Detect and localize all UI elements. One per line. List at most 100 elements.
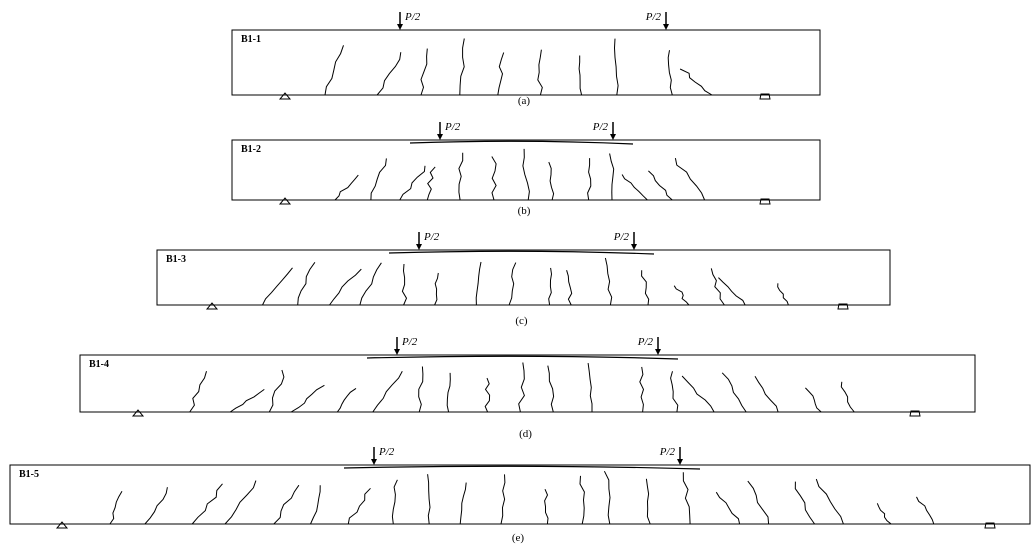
pin-support bbox=[57, 522, 67, 528]
load-label: P/2 bbox=[659, 446, 676, 458]
crack bbox=[588, 158, 591, 200]
crack bbox=[498, 53, 504, 96]
crack bbox=[298, 262, 315, 305]
crack bbox=[605, 258, 611, 305]
crack bbox=[711, 268, 724, 305]
caption: (e) bbox=[512, 532, 525, 544]
crack bbox=[476, 262, 481, 305]
crack bbox=[509, 263, 516, 305]
crack bbox=[419, 367, 423, 413]
caption: (d) bbox=[519, 428, 532, 440]
arrow-head bbox=[631, 244, 637, 250]
load-label: P/2 bbox=[401, 336, 418, 348]
crush-zone bbox=[344, 466, 700, 469]
crack bbox=[428, 474, 430, 524]
crack bbox=[492, 157, 496, 201]
crack-pattern-figure: B1-1P/2P/2(a)B1-2P/2P/2(b)B1-3P/2P/2(c)B… bbox=[0, 0, 1036, 547]
crack bbox=[427, 167, 435, 200]
crack bbox=[274, 485, 299, 524]
arrow-head bbox=[371, 459, 377, 465]
crack bbox=[640, 367, 644, 412]
pin-support bbox=[280, 93, 290, 99]
crack bbox=[335, 175, 358, 200]
beam-label: B1-3 bbox=[166, 254, 186, 265]
crack bbox=[795, 482, 814, 524]
crack bbox=[460, 39, 465, 96]
crack bbox=[610, 154, 614, 201]
caption: (b) bbox=[518, 205, 531, 217]
crack bbox=[190, 371, 207, 412]
load-label: P/2 bbox=[592, 121, 609, 133]
crack bbox=[671, 371, 678, 412]
crack bbox=[841, 382, 854, 412]
crack bbox=[460, 483, 466, 524]
arrow-head bbox=[677, 459, 683, 465]
crush-zone bbox=[389, 251, 654, 254]
crack bbox=[360, 263, 382, 305]
crack bbox=[580, 476, 584, 524]
crack bbox=[447, 373, 450, 412]
crush-zone bbox=[410, 141, 633, 144]
crack bbox=[549, 162, 554, 200]
crack bbox=[348, 488, 370, 524]
load-label: P/2 bbox=[404, 11, 421, 23]
crack bbox=[877, 503, 891, 524]
crack bbox=[325, 45, 344, 95]
crack bbox=[668, 50, 672, 95]
crack bbox=[648, 171, 672, 200]
crack bbox=[225, 481, 256, 524]
crack bbox=[675, 158, 704, 200]
beam bbox=[10, 465, 1030, 524]
crack bbox=[519, 363, 525, 413]
crack bbox=[485, 378, 489, 412]
crush-zone bbox=[367, 356, 678, 359]
crack bbox=[674, 286, 689, 305]
crack bbox=[604, 471, 610, 524]
crack bbox=[588, 363, 592, 412]
crack bbox=[646, 479, 650, 524]
load-label: P/2 bbox=[378, 446, 395, 458]
crack bbox=[622, 175, 647, 201]
crack bbox=[263, 268, 293, 305]
crack bbox=[402, 264, 406, 305]
crack bbox=[269, 370, 284, 412]
crack bbox=[371, 158, 387, 200]
crack bbox=[373, 371, 403, 412]
arrow-head bbox=[394, 349, 400, 355]
crack bbox=[377, 52, 401, 95]
crack bbox=[523, 149, 530, 200]
beam bbox=[232, 30, 820, 95]
crack bbox=[579, 56, 582, 96]
pin-support bbox=[280, 198, 290, 204]
caption: (c) bbox=[515, 315, 528, 327]
beam-label: B1-2 bbox=[241, 144, 261, 155]
crack bbox=[337, 388, 356, 412]
crack bbox=[805, 388, 821, 412]
load-label: P/2 bbox=[444, 121, 461, 133]
crack bbox=[311, 485, 321, 524]
crack bbox=[392, 480, 397, 524]
beam bbox=[232, 140, 820, 200]
beam bbox=[80, 355, 975, 412]
crack bbox=[722, 373, 746, 412]
crack bbox=[145, 487, 168, 524]
crack bbox=[230, 389, 264, 412]
arrow-head bbox=[663, 24, 669, 30]
pin-support bbox=[207, 303, 217, 309]
crack bbox=[459, 153, 463, 200]
crack bbox=[400, 166, 425, 200]
crack bbox=[755, 376, 778, 412]
pin-support bbox=[133, 410, 143, 416]
crack bbox=[642, 270, 649, 305]
crack bbox=[567, 270, 572, 305]
crack bbox=[110, 491, 122, 524]
crack bbox=[330, 269, 362, 305]
crack bbox=[748, 481, 769, 524]
crack bbox=[680, 69, 712, 95]
crack bbox=[917, 497, 934, 524]
crack bbox=[291, 385, 324, 412]
crack bbox=[683, 472, 690, 524]
load-label: P/2 bbox=[423, 231, 440, 243]
crack bbox=[435, 273, 439, 305]
load-label: P/2 bbox=[613, 231, 630, 243]
